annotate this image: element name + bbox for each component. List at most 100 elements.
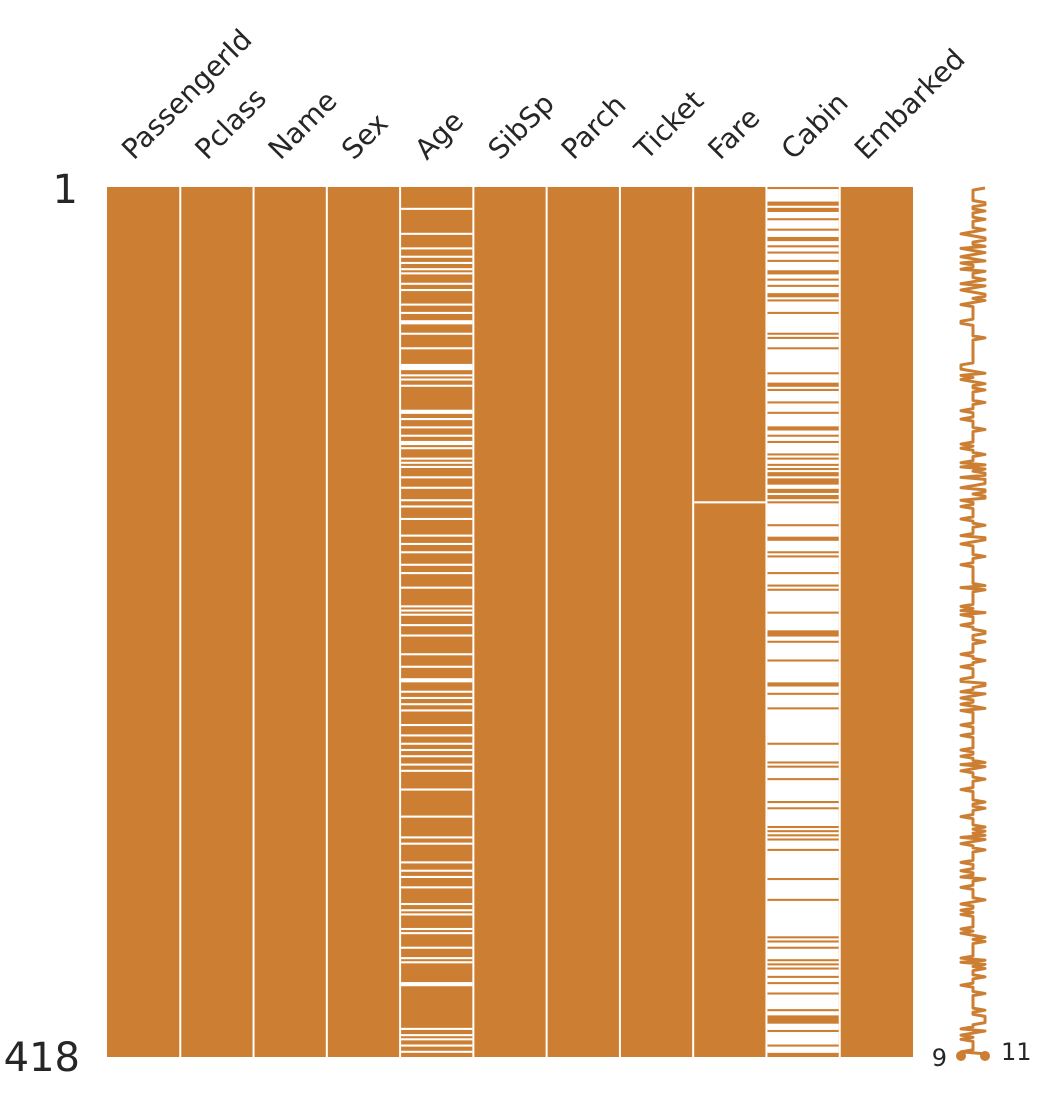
missing-band [767,540,839,552]
missing-band [401,609,473,612]
column-label-sex: Sex [335,106,394,165]
matrix-column-name [254,187,326,1057]
missing-band [767,261,839,271]
missing-band [401,763,473,766]
missing-band [767,274,839,279]
column-label-age: Age [408,104,470,166]
missing-band [401,678,473,683]
missing-band [767,241,839,246]
sparkline-path [959,186,987,1056]
missing-band [401,946,473,949]
missing-band [401,378,473,381]
missing-band [401,426,473,429]
missing-band [767,247,839,252]
missing-band [694,501,766,504]
missing-band [767,850,839,879]
missing-band [401,434,473,437]
missing-band [767,220,839,229]
column-fill-ticket [620,187,693,1057]
missing-band [401,363,473,371]
missing-band [401,653,473,656]
missing-band [401,572,473,575]
missing-band [767,840,839,849]
missing-band [401,703,473,706]
missing-band [401,613,473,616]
missing-band [767,938,839,941]
missing-band [401,261,473,265]
missing-band [767,301,839,312]
missing-band [401,665,473,668]
column-fill-name [254,187,326,1057]
missing-band [767,205,839,208]
missing-band [767,836,839,839]
matrix-column-cabin [767,187,839,1057]
missing-band [767,553,839,556]
missing-band [767,189,839,202]
row-labels: 1 418 [4,167,80,1081]
missing-band [401,534,473,537]
missing-band [401,332,473,335]
column-label-fare: Fare [701,101,766,166]
missing-band [401,447,473,450]
missing-band [767,492,839,496]
missing-band [401,232,473,235]
column-fill-pclass [181,187,253,1057]
missing-band [401,282,473,285]
matrix-column-sex [327,187,400,1057]
missing-band [767,465,839,468]
missing-band [767,780,839,801]
missing-band [767,211,839,219]
missing-band [401,505,473,508]
column-fill-parch [547,187,619,1057]
missing-band [401,347,473,350]
missing-band [401,902,473,906]
missing-band [767,503,839,525]
missing-band [401,461,473,464]
missing-band [767,443,839,454]
missing-band [401,1044,473,1047]
missing-band [767,642,839,660]
missing-band [767,230,839,237]
missing-band [401,1050,473,1053]
missing-band [401,605,473,608]
missing-band [401,374,473,377]
missing-band [401,551,473,554]
column-fill-age [401,187,473,1057]
missing-band [401,932,473,935]
missing-band [401,869,473,872]
missing-band [767,413,839,427]
missing-band [767,455,839,458]
missing-band [767,470,839,473]
completeness-sparkline: 9 11 [932,186,1032,1072]
missing-band [767,948,839,960]
missing-band [401,734,473,737]
missing-band [401,842,473,845]
missing-band [401,861,473,864]
missing-band [767,390,839,402]
missing-band [767,809,839,826]
missing-band [767,1011,839,1016]
missing-band [401,457,473,460]
column-label-cabin: Cabin [775,86,855,166]
matrix-columns [107,187,913,1057]
missing-band [401,815,473,818]
missing-band [401,634,473,637]
missing-band [767,763,839,766]
missing-band [767,338,839,348]
missing-band [767,334,839,337]
missing-band [401,255,473,258]
missing-band [767,286,839,294]
missing-band [767,557,839,573]
missing-band [767,476,839,479]
missing-band [401,268,473,271]
missing-band [401,499,473,502]
missing-band [767,636,839,641]
missing-band [401,303,473,306]
missing-band [401,517,473,521]
missing-band [401,875,473,879]
missing-band [401,690,473,693]
missing-band [767,1032,839,1045]
missing-band [767,828,839,831]
missing-band [401,723,473,727]
